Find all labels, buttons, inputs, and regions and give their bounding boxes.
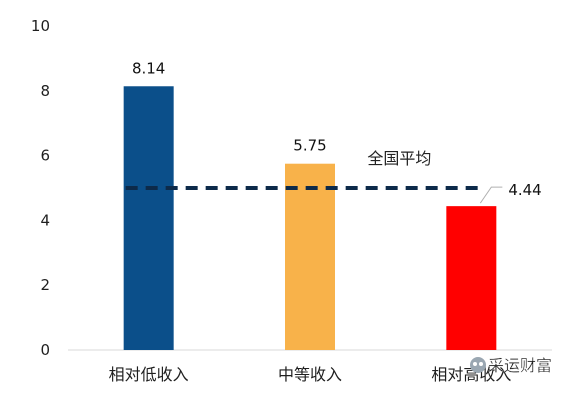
watermark-icon [470, 357, 486, 373]
category-labels: 相对低收入 中等收入 相对高收入 [109, 365, 512, 384]
y-tick-label: 2 [40, 276, 50, 294]
y-tick-label: 8 [40, 82, 50, 100]
bar [446, 206, 497, 350]
category-label: 中等收入 [278, 365, 342, 384]
y-tick-label: 10 [31, 17, 50, 35]
watermark: 采运财富 [470, 356, 552, 375]
bar [123, 86, 174, 350]
y-axis-tick-labels: 0 2 4 6 8 10 [31, 17, 50, 359]
data-labels: 8.14 5.75 4.44 [132, 59, 542, 199]
bar-value-label: 4.44 [508, 181, 541, 199]
bars [123, 86, 497, 350]
bar-value-label: 8.14 [132, 59, 165, 77]
category-label: 相对高收入 [431, 365, 511, 384]
callout-leader-line [479, 186, 503, 204]
reference-line-label: 全国平均 [367, 149, 431, 168]
category-label: 相对低收入 [109, 365, 189, 384]
bar [285, 163, 335, 350]
y-tick-label: 6 [40, 147, 50, 165]
watermark-text: 采运财富 [488, 356, 552, 375]
bar-value-label: 5.75 [293, 137, 326, 155]
y-tick-label: 4 [40, 211, 50, 229]
y-tick-label: 0 [40, 341, 50, 359]
